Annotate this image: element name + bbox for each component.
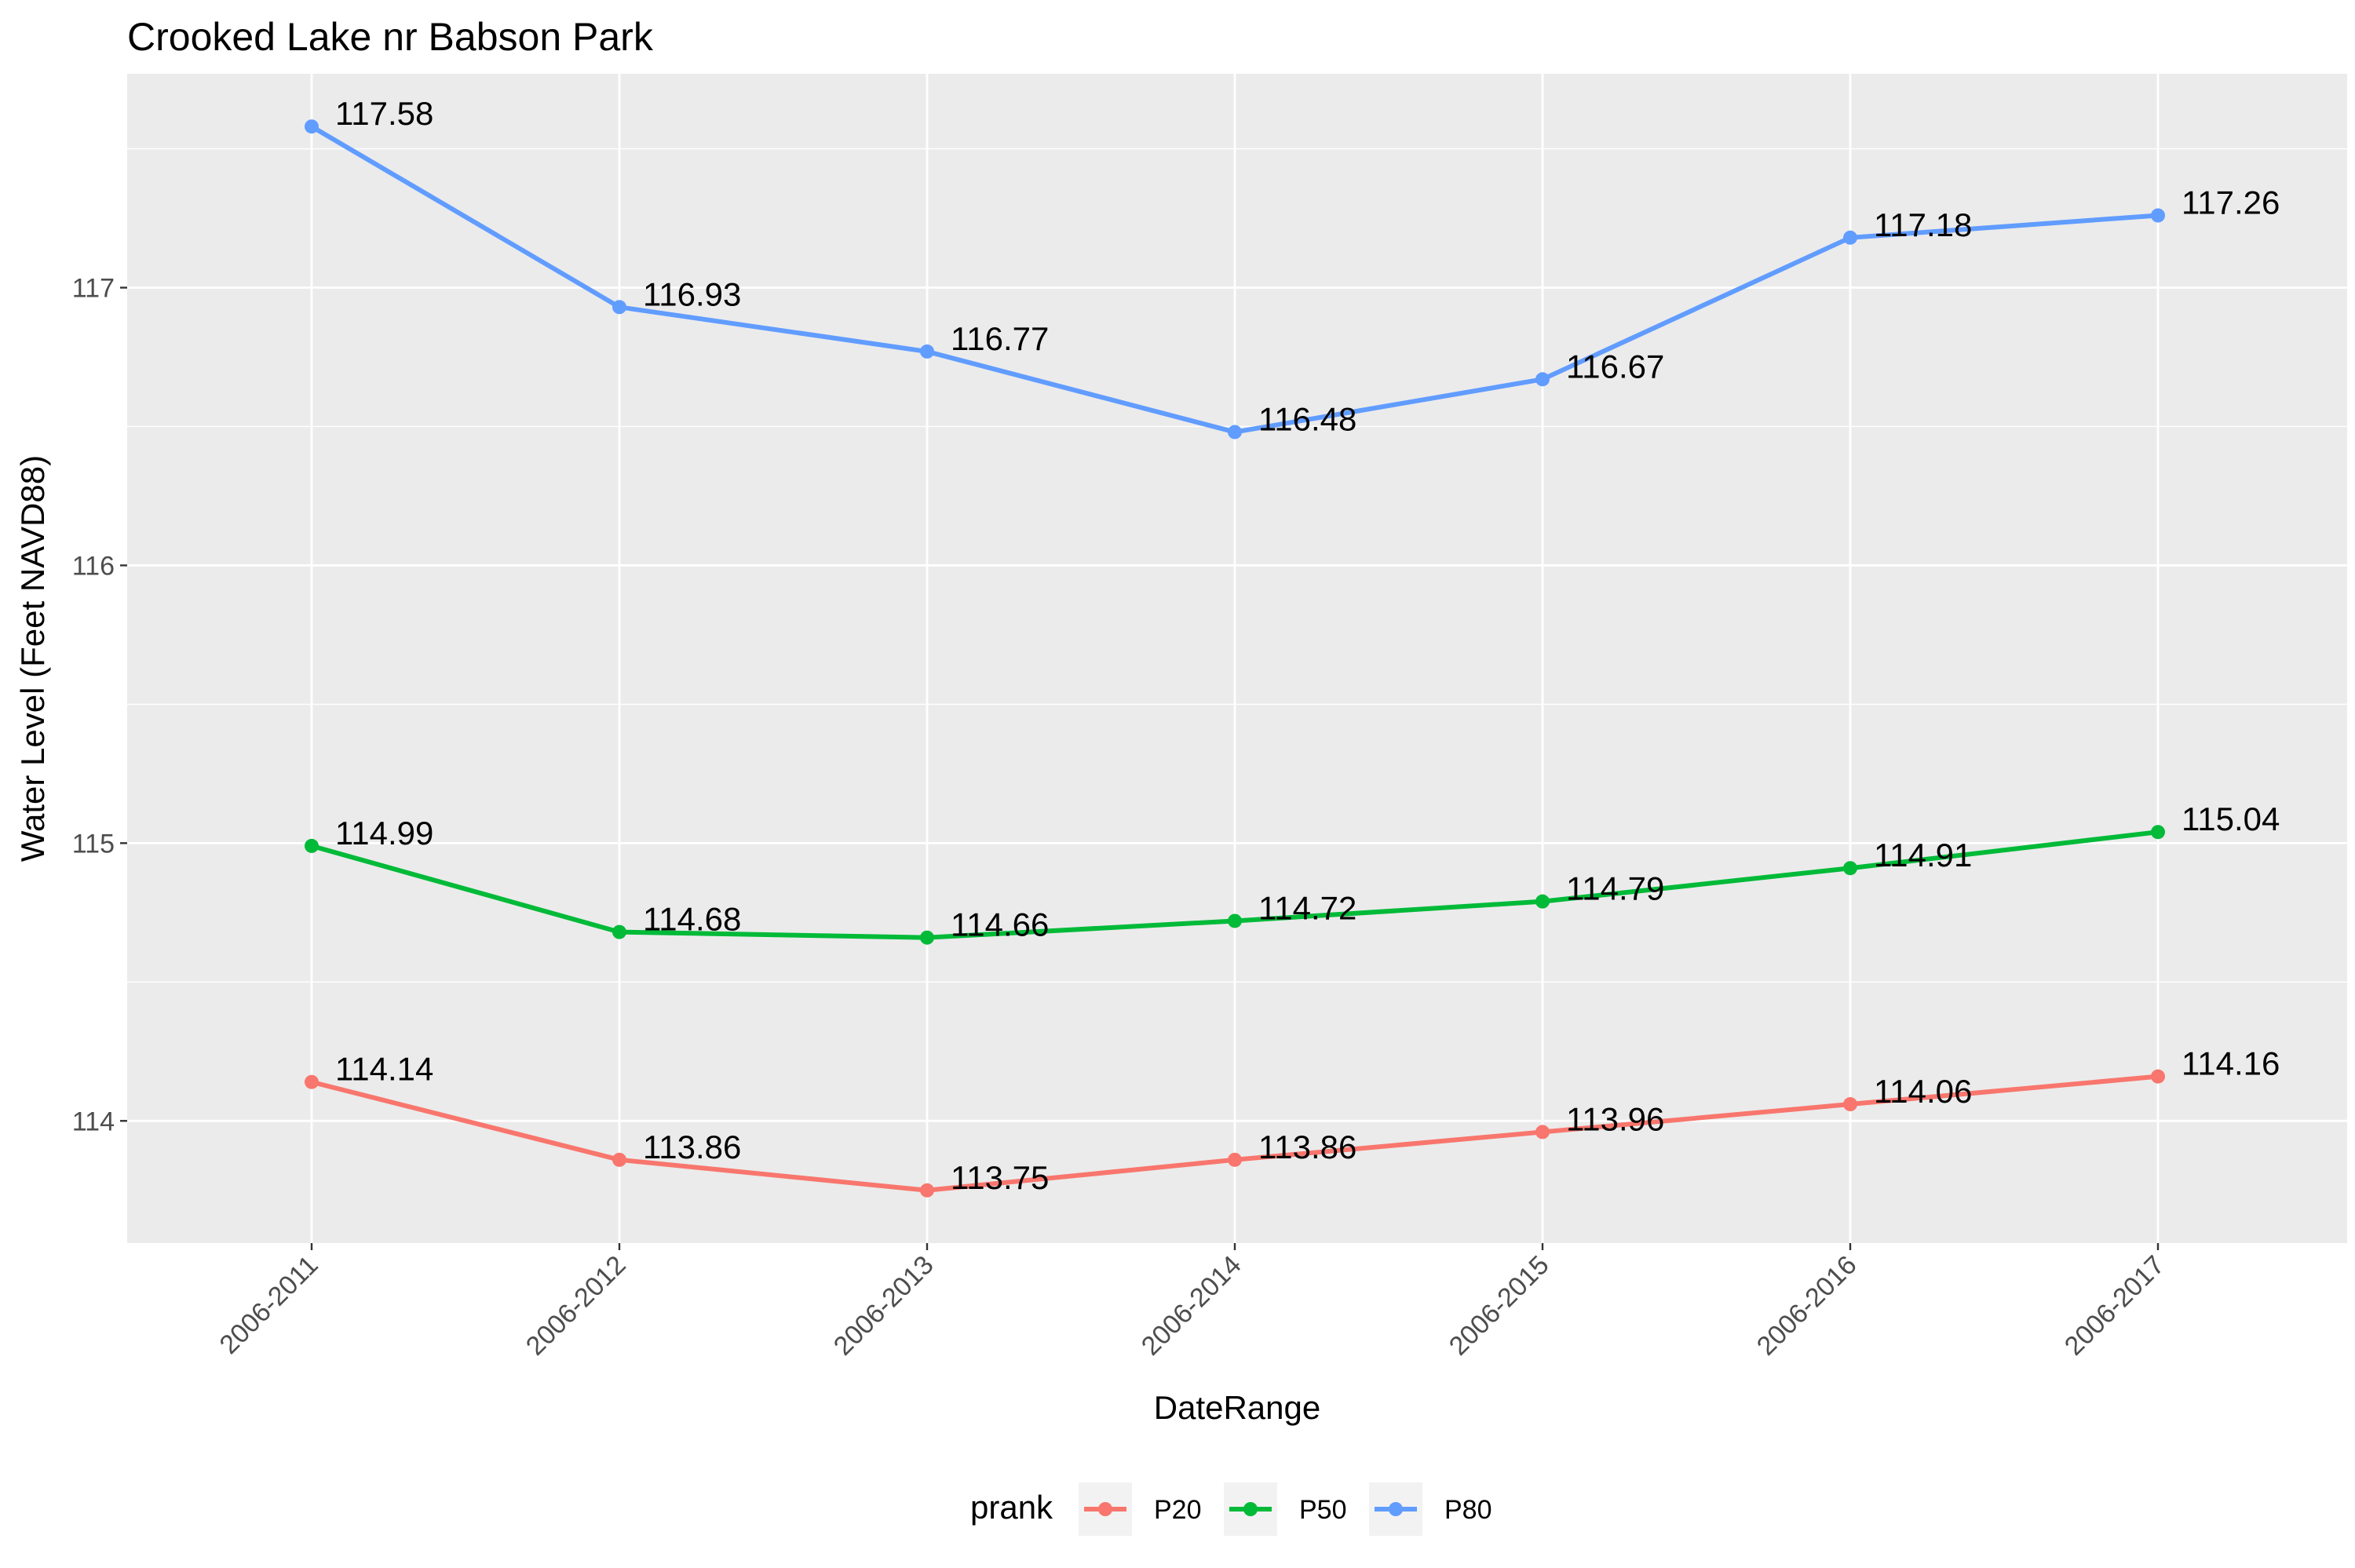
data-label: 116.93	[643, 275, 741, 312]
data-label: 116.67	[1566, 348, 1664, 385]
data-label: 114.16	[2182, 1045, 2280, 1082]
data-point	[920, 930, 934, 945]
legend-label-p80: P80	[1444, 1495, 1492, 1525]
data-point	[1535, 1125, 1550, 1140]
y-tick-label: 117	[72, 274, 115, 304]
data-label: 114.66	[951, 906, 1049, 943]
y-axis-title: Water Level (Feet NAVD88)	[14, 455, 51, 862]
data-label: 114.91	[1874, 837, 1972, 873]
data-point	[305, 119, 319, 134]
x-tick-label: 2006-2013	[828, 1250, 940, 1362]
legend-key-point	[1243, 1502, 1258, 1516]
data-point	[1228, 913, 1242, 928]
y-tick-label: 114	[72, 1107, 115, 1136]
legend-key-point	[1389, 1502, 1403, 1516]
data-point	[2151, 825, 2165, 840]
data-point	[920, 1183, 934, 1198]
data-point	[920, 344, 934, 359]
data-label: 115.04	[2182, 800, 2280, 837]
legend-key-point	[1098, 1502, 1112, 1516]
data-point	[1535, 372, 1550, 387]
data-point	[305, 1074, 319, 1089]
data-point	[305, 838, 319, 853]
chart-title: Crooked Lake nr Babson Park	[127, 15, 654, 59]
x-tick-label: 2006-2017	[2059, 1250, 2171, 1362]
data-label: 114.72	[1258, 889, 1356, 926]
data-point	[1843, 230, 1857, 245]
data-label: 117.18	[1874, 206, 1972, 243]
data-point	[1228, 1152, 1242, 1167]
data-point	[612, 1152, 626, 1167]
data-label: 113.75	[951, 1159, 1049, 1196]
data-point	[612, 924, 626, 939]
data-label: 117.26	[2182, 184, 2280, 221]
data-label: 114.79	[1566, 870, 1664, 907]
data-label: 116.48	[1258, 401, 1356, 438]
x-tick-label: 2006-2012	[520, 1250, 632, 1362]
legend-label-p20: P20	[1154, 1495, 1202, 1525]
data-label: 114.68	[643, 901, 741, 938]
x-axis: 2006-2011 2006-2012 2006-2013 2006-2014 2006…	[214, 1243, 2171, 1362]
data-point	[1843, 861, 1857, 876]
series-points	[305, 119, 2165, 1198]
data-label: 113.86	[643, 1129, 741, 1165]
x-tick-label: 2006-2014	[1136, 1250, 1247, 1362]
x-tick-label: 2006-2016	[1751, 1250, 1863, 1362]
data-label: 114.06	[1874, 1073, 1972, 1110]
legend: prank P20 P50 P80	[970, 1482, 1492, 1536]
data-label: 114.99	[335, 815, 433, 851]
y-tick-label: 116	[72, 551, 115, 581]
y-axis: 114 115 116 117	[72, 274, 127, 1136]
data-point	[2151, 1069, 2165, 1084]
data-label: 117.58	[335, 95, 433, 132]
data-point	[612, 300, 626, 315]
data-labels: 114.14 113.86 113.75 113.86 113.96 114.06 114.…	[335, 95, 2280, 1196]
data-point	[2151, 208, 2165, 223]
x-tick-label: 2006-2011	[214, 1250, 324, 1360]
x-tick-label: 2006-2015	[1444, 1250, 1555, 1362]
data-label: 113.86	[1258, 1129, 1356, 1165]
data-label: 113.96	[1566, 1100, 1664, 1137]
data-point	[1228, 425, 1242, 439]
x-axis-title: DateRange	[1154, 1389, 1320, 1426]
legend-label-p50: P50	[1299, 1495, 1347, 1525]
data-point	[1535, 894, 1550, 909]
legend-title: prank	[970, 1489, 1053, 1526]
data-point	[1843, 1097, 1857, 1112]
data-label: 114.14	[335, 1051, 433, 1088]
plot-panel	[127, 74, 2347, 1243]
data-label: 116.77	[951, 320, 1049, 357]
y-tick-label: 115	[72, 829, 115, 859]
major-gridlines	[127, 74, 2347, 1243]
